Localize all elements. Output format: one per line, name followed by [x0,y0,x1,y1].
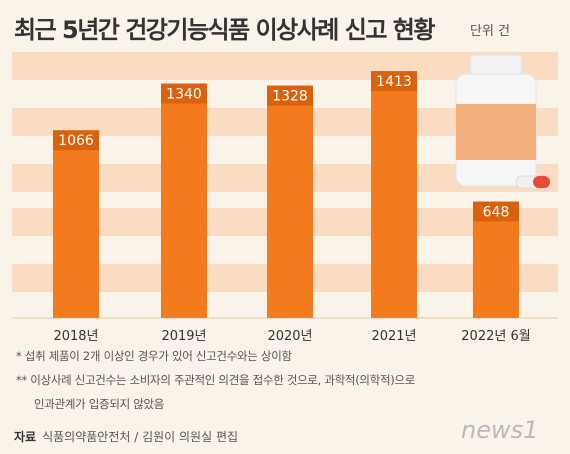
bars: 1066 1340 1328 1413 648 [53,71,519,318]
value-label-box [161,83,207,104]
value-label: 1066 [58,133,94,149]
x-tick-label: 2018년 [53,329,98,344]
x-tick-label: 2019년 [161,329,206,344]
pill-bottle-illustration [455,54,551,189]
footnote-1: * 섭취 제품이 2개 이상인 경우가 있어 신고건수와는 상이함 [16,349,292,363]
news1-logo: news1 [461,416,539,444]
x-tick-label: 2022년 6월 [461,329,530,344]
bar [161,89,207,318]
x-axis: 2018년 2019년 2020년 2021년 2022년 6월 [53,329,530,344]
footnote-2-line-1: ** 이상사례 신고건수는 소비자의 주관적인 의견을 접수한 것으로, 과학적… [16,373,415,387]
value-label-box [473,201,519,222]
bar [371,77,417,318]
x-tick-label: 2020년 [267,329,312,344]
source-line: 자료 식품의약품안전처 / 김원이 의원실 편집 [14,428,238,445]
footnote-2-line-2: 인과관계가 입증되지 않았음 [34,397,165,411]
source-label: 자료 [14,430,37,444]
value-label: 1413 [376,74,412,90]
bar [267,91,313,318]
value-label: 648 [483,205,510,221]
value-label-box [267,85,313,106]
bar [473,207,519,318]
value-label-box [371,71,417,92]
chart-title: 최근 5년간 건강기능식품 이상사례 신고 현황 [14,16,435,44]
unit-label: 단위 건 [470,24,511,39]
value-label: 1340 [166,87,202,103]
x-tick-label: 2021년 [371,329,416,344]
bar [53,136,99,318]
source-text: 식품의약품안전처 / 김원이 의원실 편집 [42,430,239,444]
value-label-box [53,130,99,151]
value-label: 1328 [272,89,308,105]
